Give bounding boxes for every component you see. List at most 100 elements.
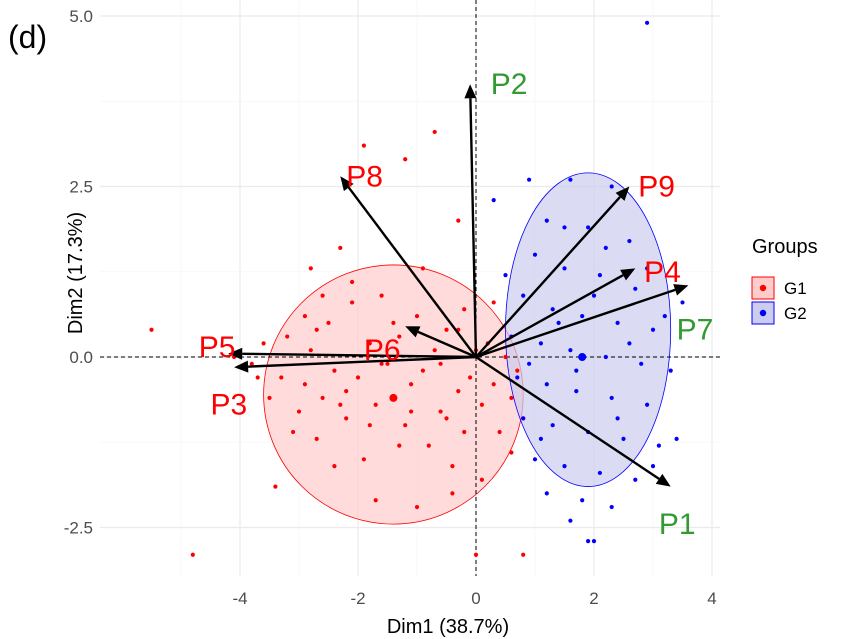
arrowhead-P6 — [405, 326, 421, 338]
point-G2 — [645, 20, 650, 25]
point-G1 — [344, 416, 349, 421]
point-G1 — [332, 464, 337, 469]
point-G1 — [438, 409, 443, 414]
point-G2 — [609, 395, 614, 401]
arrowhead-P7 — [673, 284, 689, 296]
point-G1 — [409, 382, 414, 387]
legend-dot-G1 — [759, 284, 767, 292]
point-G1 — [403, 423, 408, 428]
vector-label-P3: P3 — [211, 389, 248, 422]
point-G1 — [314, 327, 319, 332]
point-G1 — [491, 382, 496, 387]
vector-label-P7: P7 — [677, 314, 714, 347]
point-G2 — [680, 300, 685, 305]
point-G1 — [473, 552, 479, 557]
point-G2 — [586, 225, 591, 230]
x-tick-label: 2 — [589, 589, 598, 608]
variable-labels: P1 P2 P3 P4 P5 P6 P7 P8 P9 — [199, 68, 714, 541]
point-G1 — [267, 395, 272, 401]
point-G1 — [190, 552, 195, 557]
x-tick-label: -2 — [350, 589, 365, 608]
point-G2 — [650, 464, 656, 469]
point-G2 — [633, 477, 638, 482]
point-G1 — [444, 327, 449, 332]
point-G1 — [320, 395, 325, 401]
point-G2 — [603, 354, 608, 360]
point-G2 — [580, 498, 585, 503]
point-G1 — [479, 477, 484, 482]
point-G1 — [509, 395, 514, 401]
point-G1 — [379, 361, 384, 366]
point-G2 — [662, 313, 667, 319]
point-G1 — [320, 293, 325, 298]
point-G1 — [338, 245, 343, 250]
point-G2 — [674, 436, 679, 441]
point-G2 — [515, 375, 520, 380]
point-G2 — [597, 470, 603, 476]
point-G1 — [444, 416, 449, 421]
y-tick-label: -2.5 — [64, 519, 93, 538]
point-G2 — [609, 184, 614, 189]
point-G2 — [627, 341, 632, 346]
vector-label-P5: P5 — [199, 331, 236, 364]
point-G2 — [521, 416, 526, 421]
point-G1 — [462, 429, 467, 435]
vector-label-P2: P2 — [491, 68, 528, 101]
point-G2 — [550, 423, 555, 428]
point-G1 — [279, 375, 284, 380]
point-G2 — [562, 266, 567, 271]
point-G1 — [450, 491, 455, 496]
point-G1 — [255, 375, 260, 380]
point-G1 — [314, 436, 319, 441]
group-ellipses — [263, 172, 672, 525]
point-G1 — [302, 382, 307, 387]
data-points — [149, 20, 685, 557]
point-G1 — [414, 504, 420, 510]
point-G1 — [397, 443, 402, 448]
arrowhead-P3 — [234, 360, 249, 373]
point-G2 — [591, 539, 597, 544]
point-G1 — [420, 368, 425, 373]
point-G1 — [355, 375, 361, 380]
point-G1 — [261, 341, 266, 346]
point-G1 — [420, 266, 425, 271]
point-G2 — [615, 416, 620, 421]
y-tick-label: 2.5 — [69, 178, 93, 197]
point-G1 — [503, 354, 508, 360]
point-G1 — [350, 279, 355, 285]
vector-P5 — [242, 352, 477, 359]
point-G1 — [361, 143, 366, 148]
point-G2 — [645, 402, 650, 407]
point-G1 — [379, 293, 384, 298]
point-G1 — [521, 552, 526, 557]
point-G1 — [273, 484, 278, 489]
ellipse-G2 — [505, 172, 672, 487]
point-G1 — [361, 457, 366, 462]
y-axis-title: Dim2 (17.3%) — [65, 212, 87, 334]
point-G2 — [591, 293, 597, 298]
point-G2 — [574, 368, 579, 373]
point-G2 — [491, 198, 496, 203]
y-tick-label: 0.0 — [69, 348, 93, 367]
arrowhead-P2 — [464, 84, 477, 99]
point-G1 — [450, 464, 455, 469]
point-G1 — [414, 313, 420, 319]
point-G1 — [296, 409, 302, 414]
point-G1 — [291, 429, 296, 435]
point-G2 — [603, 245, 608, 250]
point-G2 — [527, 177, 532, 182]
vector-P3 — [248, 355, 477, 368]
point-G2 — [580, 313, 585, 319]
point-G2 — [574, 389, 579, 394]
point-G1 — [491, 300, 496, 305]
variable-vectors — [228, 84, 689, 487]
y-tick-label: 5.0 — [69, 7, 93, 26]
point-G1 — [332, 368, 337, 373]
point-G1 — [391, 320, 396, 325]
point-G1 — [403, 157, 408, 162]
point-G1 — [432, 348, 437, 353]
point-G1 — [367, 341, 372, 346]
point-G2 — [568, 177, 573, 182]
point-G1 — [479, 402, 484, 407]
